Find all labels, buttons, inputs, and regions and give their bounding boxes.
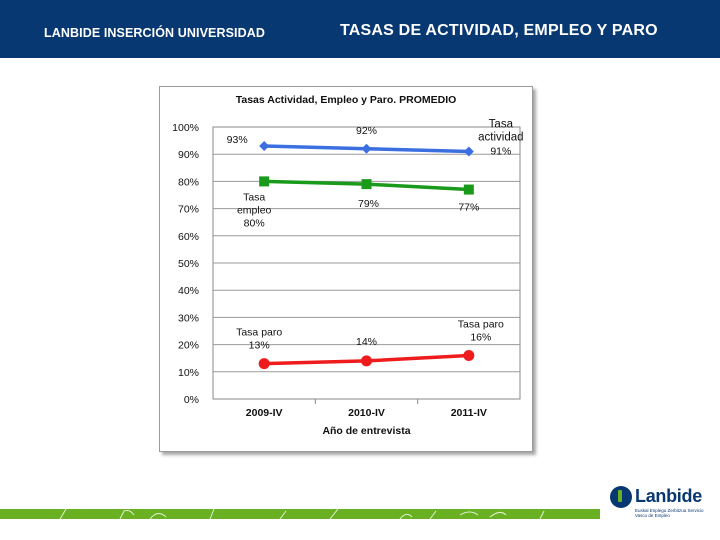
data-point: [361, 143, 372, 154]
series-name-label: Tasa paro: [236, 327, 282, 339]
data-label: 77%: [458, 202, 479, 214]
data-label: 92%: [356, 125, 377, 137]
y-tick-label: 10%: [178, 367, 199, 379]
line-chart: 0% 10% 20% 30% 40% 50% 60% 70% 80% 90% 100% 2009-IV…: [172, 118, 523, 437]
data-point: [463, 349, 475, 361]
y-tick-label: 20%: [178, 340, 199, 352]
y-tick-label: 50%: [178, 258, 199, 270]
data-label: 91%: [490, 145, 511, 157]
y-tick-label: 80%: [178, 176, 199, 188]
data-point: [361, 179, 372, 190]
series-name-label: Tasa: [243, 191, 265, 203]
data-label: 80%: [244, 217, 265, 229]
series-name-label: empleo: [237, 204, 272, 216]
series-name-label: Tasa paro: [458, 318, 504, 330]
header-bar: LANBIDE INSERCIÓN UNIVERSIDAD TASAS DE A…: [0, 0, 720, 58]
x-axis-label: Año de entrevista: [322, 425, 410, 437]
x-tick-label: 2011-IV: [451, 407, 487, 419]
series-name-label: actividad: [478, 131, 523, 143]
y-tick-label: 90%: [178, 149, 199, 161]
data-point: [258, 358, 270, 370]
header-right-title: TASAS DE ACTIVIDAD, EMPLEO Y PARO: [340, 22, 658, 39]
logo-name: Lanbide: [635, 486, 702, 506]
data-point: [463, 146, 474, 157]
footer-pattern: [59, 509, 545, 519]
chart-title: Tasas Actividad, Empleo y Paro. PROMEDIO: [235, 94, 457, 106]
data-label: 79%: [358, 198, 379, 210]
y-tick-label: 100%: [172, 122, 199, 134]
header-left-title: LANBIDE INSERCIÓN UNIVERSIDAD: [44, 26, 265, 40]
logo-subtitle: Euskal Enplegu Zerbitzua Servicio Vasco …: [635, 508, 704, 518]
data-point: [463, 184, 474, 195]
x-tick-label: 2010-IV: [348, 407, 385, 419]
y-tick-label: 70%: [178, 204, 199, 216]
data-point: [259, 176, 270, 187]
data-label: 14%: [356, 336, 377, 348]
y-tick-label: 30%: [178, 312, 199, 324]
x-tick-label: 2009-IV: [246, 407, 283, 419]
y-tick-label: 40%: [178, 285, 199, 297]
data-label: 16%: [470, 331, 491, 343]
data-label: 93%: [227, 134, 248, 146]
y-tick-label: 0%: [184, 394, 199, 406]
series-name-label: Tasa: [489, 118, 514, 130]
lanbide-logo-icon: [610, 486, 632, 508]
footer-bar: [0, 509, 600, 519]
data-label: 13%: [249, 340, 270, 352]
chart-frame: Tasas Actividad, Empleo y Paro. PROMEDIO…: [159, 86, 533, 452]
data-point: [259, 141, 270, 152]
data-point: [361, 355, 372, 367]
y-tick-label: 60%: [178, 231, 199, 243]
lanbide-logo: Lanbide Euskal Enplegu Zerbitzua Servici…: [608, 486, 713, 526]
